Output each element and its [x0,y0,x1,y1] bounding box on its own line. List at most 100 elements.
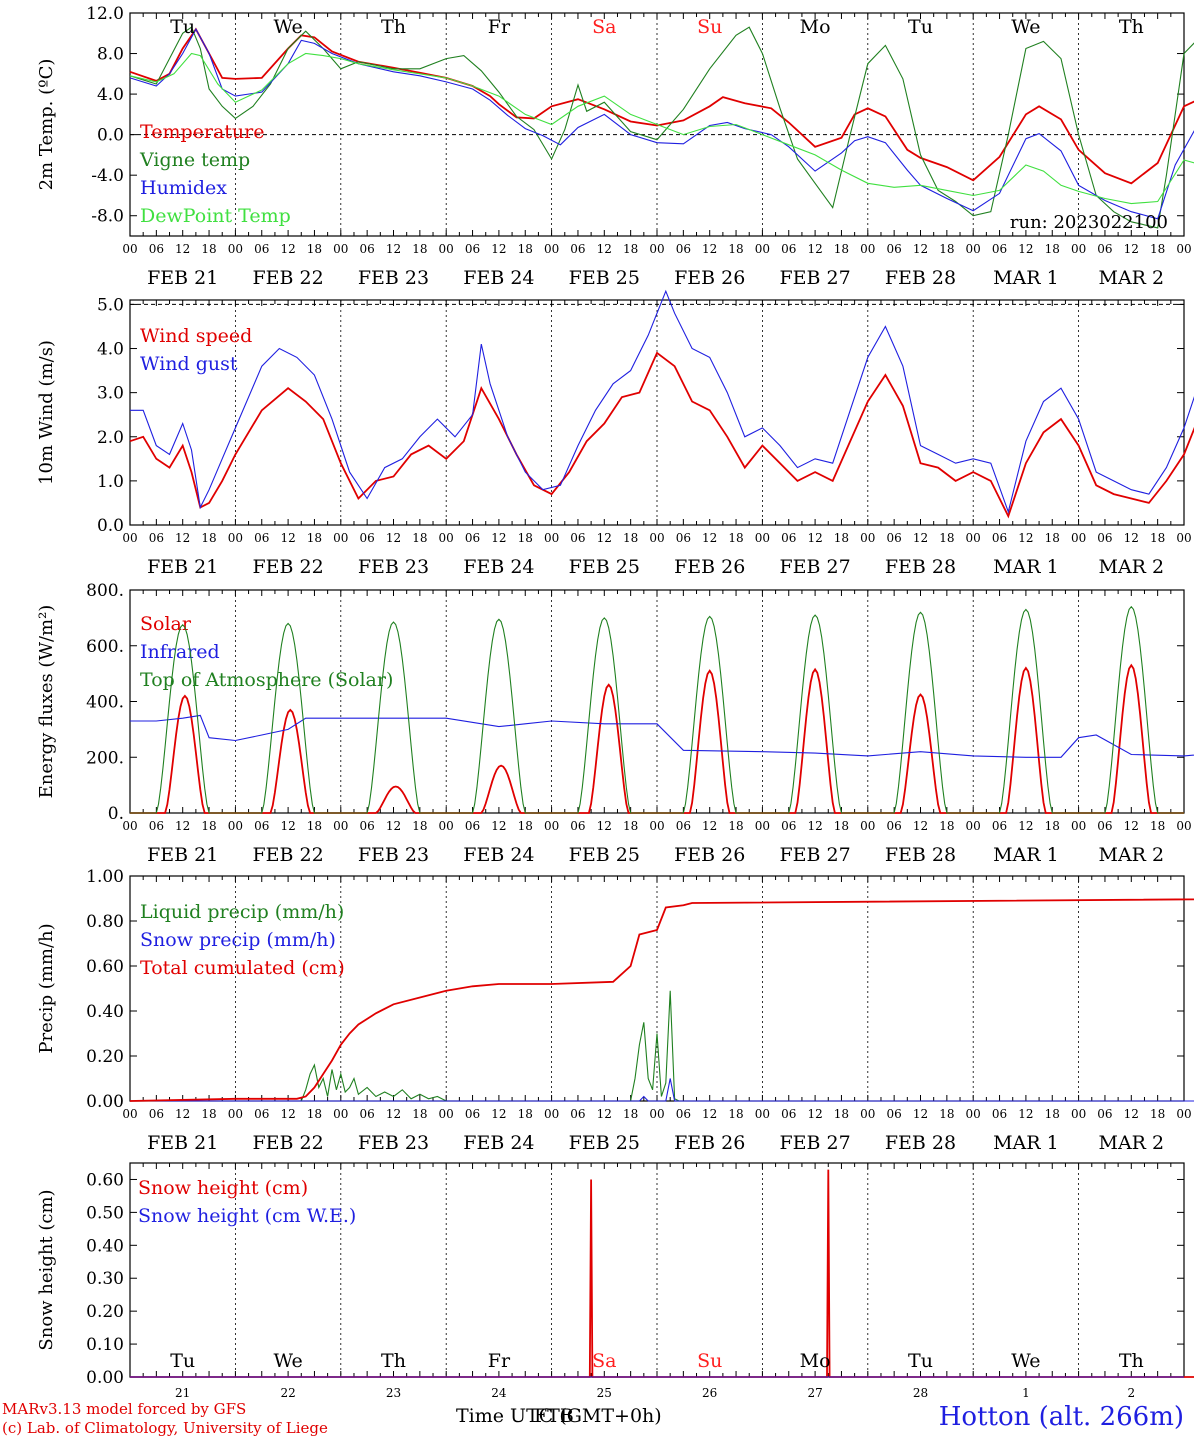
day-of-week-label: We [1011,16,1040,38]
x-tick-label: 00 [1071,242,1086,256]
x-tick-label: 12 [280,531,295,545]
date-label: FEB 22 [252,556,323,578]
date-label: FEB 28 [885,267,956,289]
x-tick-label: 18 [939,819,954,833]
day-of-week-label: Sa [592,16,616,38]
legend-entry: Liquid precip (mm/h) [140,901,344,923]
x-tick-label: 00 [333,242,348,256]
y-tick-label: 5.0 [97,295,124,315]
x-tick-label: 18 [1150,1107,1165,1121]
y-tick-label: -8.0 [91,207,124,227]
x-tick-label: 12 [175,531,190,545]
y-tick-label: 0.40 [86,1002,124,1022]
date-label: FEB 25 [569,267,640,289]
x-tick-label: 06 [992,1107,1007,1121]
y-tick-label: 200. [86,748,124,768]
x-tick-label: 00 [228,1107,243,1121]
x-tick-label: 18 [201,531,216,545]
x-tick-label: 00 [1071,1107,1086,1121]
x-tick-label: 00 [544,1107,559,1121]
y-tick-label: 0.0 [97,126,124,146]
x-tick-label: 18 [307,1107,322,1121]
date-label: FEB 25 [569,1132,640,1154]
x-tick-label: 00 [860,242,875,256]
date-label: FEB 24 [463,267,534,289]
legend-entry: Snow height (cm) [138,1177,308,1199]
x-tick-label: 06 [887,531,902,545]
x-tick-label: 06 [887,1107,902,1121]
x-tick-label: 00 [439,819,454,833]
date-label: FEB 21 [147,844,218,866]
x-tick-label: 18 [623,531,638,545]
x-tick-label: 00 [860,1107,875,1121]
x-tick-label: 18 [728,1107,743,1121]
x-tick-label: 06 [465,242,480,256]
x-tick-label: 00 [755,531,770,545]
y-tick-label: 4.0 [97,85,124,105]
x-tick-label: 12 [807,531,822,545]
y-tick-label: 2.0 [97,428,124,448]
x-tick-label: 06 [254,531,269,545]
x-tick-label: 12 [597,819,612,833]
x-tick-label: 18 [623,242,638,256]
x-tick-label: 00 [1176,531,1191,545]
y-tick-label: 4.0 [97,340,124,360]
x-tick-label: 00 [228,242,243,256]
x-tick-label: 00 [544,242,559,256]
x-tick-label: 18 [1045,819,1060,833]
x-tick-label: 00 [755,1107,770,1121]
x-tick-label: 12 [597,242,612,256]
y-axis-label: 2m Temp. (ºC) [36,59,57,191]
x-tick-label: 18 [201,819,216,833]
legend-entry: Humidex [140,177,227,199]
x-tick-label: 12 [491,1107,506,1121]
x-tick-label: 18 [518,242,533,256]
x-tick-label: 12 [1124,1107,1139,1121]
x-tick-label: 06 [465,1107,480,1121]
day-number-label: 1 [1022,1386,1030,1400]
x-tick-label: 00 [860,819,875,833]
x-tick-label: 18 [834,819,849,833]
y-tick-label: 1.0 [97,472,124,492]
x-tick-label: 12 [702,242,717,256]
x-tick-label: 12 [175,242,190,256]
y-tick-label: 0. [108,804,124,824]
x-tick-label: 00 [966,819,981,833]
x-tick-label: 18 [1150,531,1165,545]
y-tick-label: 8.0 [97,45,124,65]
series-line-blue [129,28,1194,220]
x-tick-label: 12 [1018,531,1033,545]
date-label: FEB 21 [147,267,218,289]
x-tick-label: 18 [201,1107,216,1121]
x-tick-label: 06 [360,819,375,833]
legend-entry: Wind speed [140,325,252,347]
x-tick-label: 18 [834,531,849,545]
day-of-week-label: Th [381,1350,406,1372]
series-line-red [130,1169,1194,1378]
x-tick-label: 18 [834,1107,849,1121]
station-label: Hotton (alt. 266m) [938,1402,1184,1432]
y-tick-label: 0.20 [86,1302,124,1322]
x-tick-label: 06 [676,531,691,545]
x-tick-label: 18 [412,242,427,256]
x-tick-label: 06 [149,819,164,833]
x-tick-label: 12 [702,819,717,833]
x-tick-label: 12 [386,531,401,545]
legend-entry: Temperature [140,121,264,143]
x-tick-label: 12 [386,819,401,833]
x-tick-label: 06 [570,819,585,833]
x-tick-label: 06 [676,819,691,833]
date-label: MAR 2 [1098,267,1164,289]
series-line-blue [130,714,1194,758]
day-of-week-label: We [1011,1350,1040,1372]
x-tick-label: 06 [254,819,269,833]
x-tick-label: 00 [122,242,137,256]
y-tick-label: 0.00 [86,1368,124,1388]
x-tick-label: 12 [913,1107,928,1121]
x-tick-label: 12 [1124,242,1139,256]
date-label: MAR 1 [993,556,1059,578]
x-tick-label: 00 [544,819,559,833]
x-tick-label: 00 [439,1107,454,1121]
x-tick-label: 06 [360,242,375,256]
x-tick-label: 00 [649,819,664,833]
